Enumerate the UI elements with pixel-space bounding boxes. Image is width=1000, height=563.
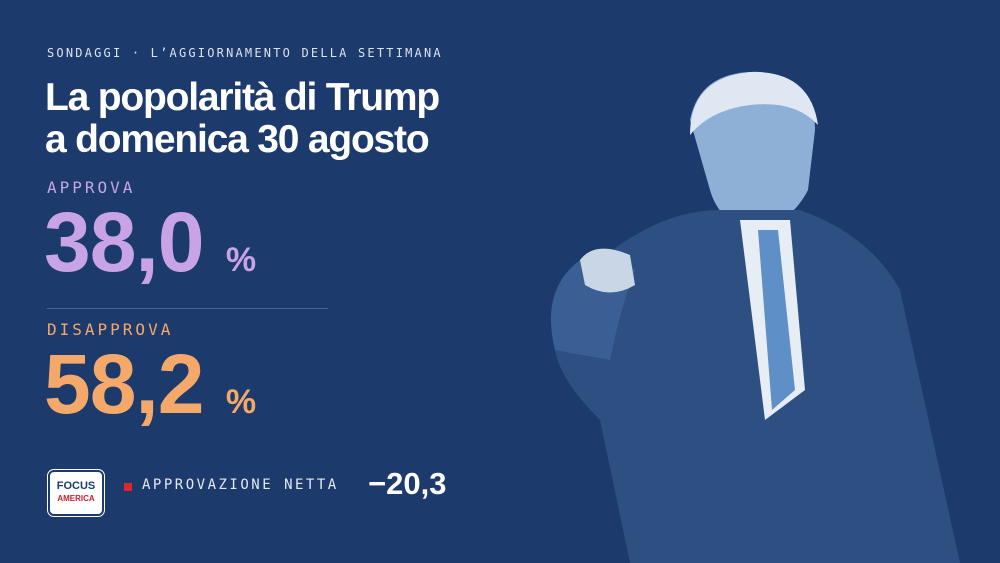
portrait-silhouette [550, 71, 960, 563]
kicker: SONDAGGI · L’AGGIORNAMENTO DELLA SETTIMA… [47, 46, 443, 60]
approve-unit: % [225, 241, 256, 279]
title-line: La popolarità di Trump [45, 76, 440, 119]
approve-value: 38,0 % [44, 200, 256, 284]
net-label: APPROVAZIONE NETTA [142, 477, 339, 493]
approve-label: APPROVA [47, 178, 136, 197]
divider [47, 308, 328, 309]
logo-bottom: AMERICA [57, 494, 95, 503]
disapprove-unit: % [225, 383, 256, 421]
bullet [124, 483, 132, 491]
net-value: −20,3 [368, 466, 447, 501]
disapprove-label: DISAPPROVA [47, 320, 174, 339]
logo: FOCUS AMERICA [48, 470, 104, 516]
logo-top: FOCUS [56, 480, 96, 492]
disapprove-value: 58,2 % [44, 342, 256, 426]
approve-number: 38,0 [44, 195, 204, 289]
disapprove-number: 58,2 [44, 337, 204, 431]
title-line: a domenica 30 agosto [45, 118, 430, 161]
